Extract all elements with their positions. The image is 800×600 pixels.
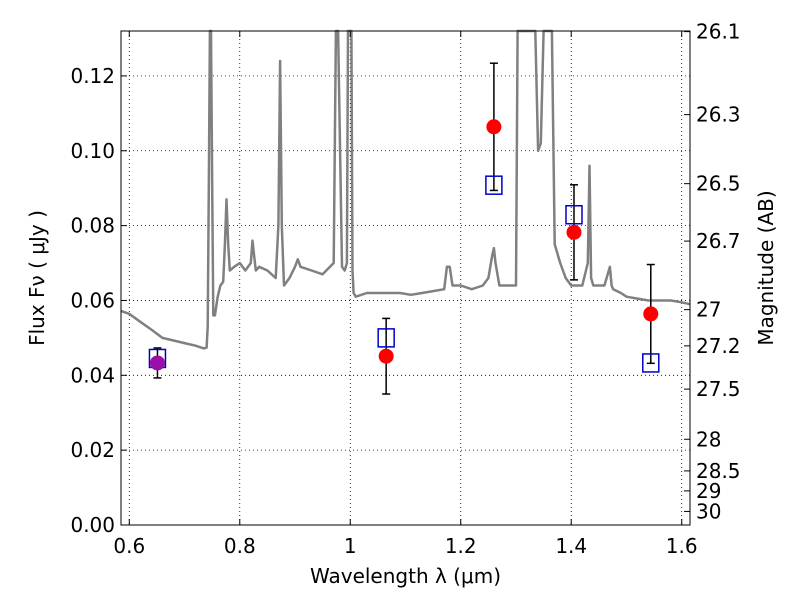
mag-tick-label: 29 (696, 479, 721, 503)
y-tick-label: 0.06 (70, 288, 115, 312)
data-points (148, 119, 660, 373)
x-tick-label: 1.4 (555, 534, 587, 558)
model-spectrum (120, 29, 691, 350)
x-tick-label: 0.6 (113, 534, 145, 558)
x-tick-label: 0.8 (224, 534, 256, 558)
mag-tick-label: 26.5 (696, 172, 741, 196)
observed-flux-point (486, 119, 502, 135)
mag-tick-label: 27 (696, 298, 721, 322)
synthetic-flux-marker (485, 175, 503, 195)
y-tick-label: 0.12 (70, 64, 115, 88)
right-axis-label: Magnitude (AB) (754, 190, 778, 345)
model-spectrum-line (120, 29, 691, 350)
observed-flux-point (566, 224, 582, 240)
mag-tick-label: 28.5 (696, 459, 741, 483)
mag-tick-label: 26.7 (696, 229, 741, 253)
mag-tick-label: 30 (696, 499, 721, 523)
plot-frame (120, 30, 691, 526)
x-tick-label: 1.6 (666, 534, 698, 558)
mag-tick-label: 26.1 (696, 20, 741, 44)
mag-tick-label: 26.3 (696, 103, 741, 127)
observed-flux-point (378, 348, 394, 364)
y-tick-label: 0.00 (70, 513, 115, 537)
y-axis-label: Flux Fν ( μJy ) (25, 210, 49, 346)
x-tick-label: 1 (344, 534, 357, 558)
y-tick-label: 0.08 (70, 214, 115, 238)
synthetic-flux-marker (377, 328, 395, 348)
grid-lines (121, 31, 690, 526)
mag-tick-label: 28 (696, 427, 721, 451)
y-tick-label: 0.02 (70, 438, 115, 462)
observed-flux-point (149, 355, 165, 371)
x-axis-label: Wavelength λ (μm) (310, 564, 501, 588)
y-tick-label: 0.10 (70, 139, 115, 163)
synthetic-flux-marker (642, 353, 660, 373)
mag-tick-label: 27.5 (696, 377, 741, 401)
x-tick-label: 1.2 (445, 534, 477, 558)
observed-flux-point (643, 306, 659, 322)
mag-tick-label: 27.2 (696, 334, 741, 358)
synthetic-flux-marker (565, 205, 583, 225)
y-tick-label: 0.04 (70, 363, 115, 387)
axis-ticks: 0.6 0.8 1 1.2 1.4 1.6 0.00 0.02 0.04 0.06 0.08 0.10… (70, 20, 740, 558)
